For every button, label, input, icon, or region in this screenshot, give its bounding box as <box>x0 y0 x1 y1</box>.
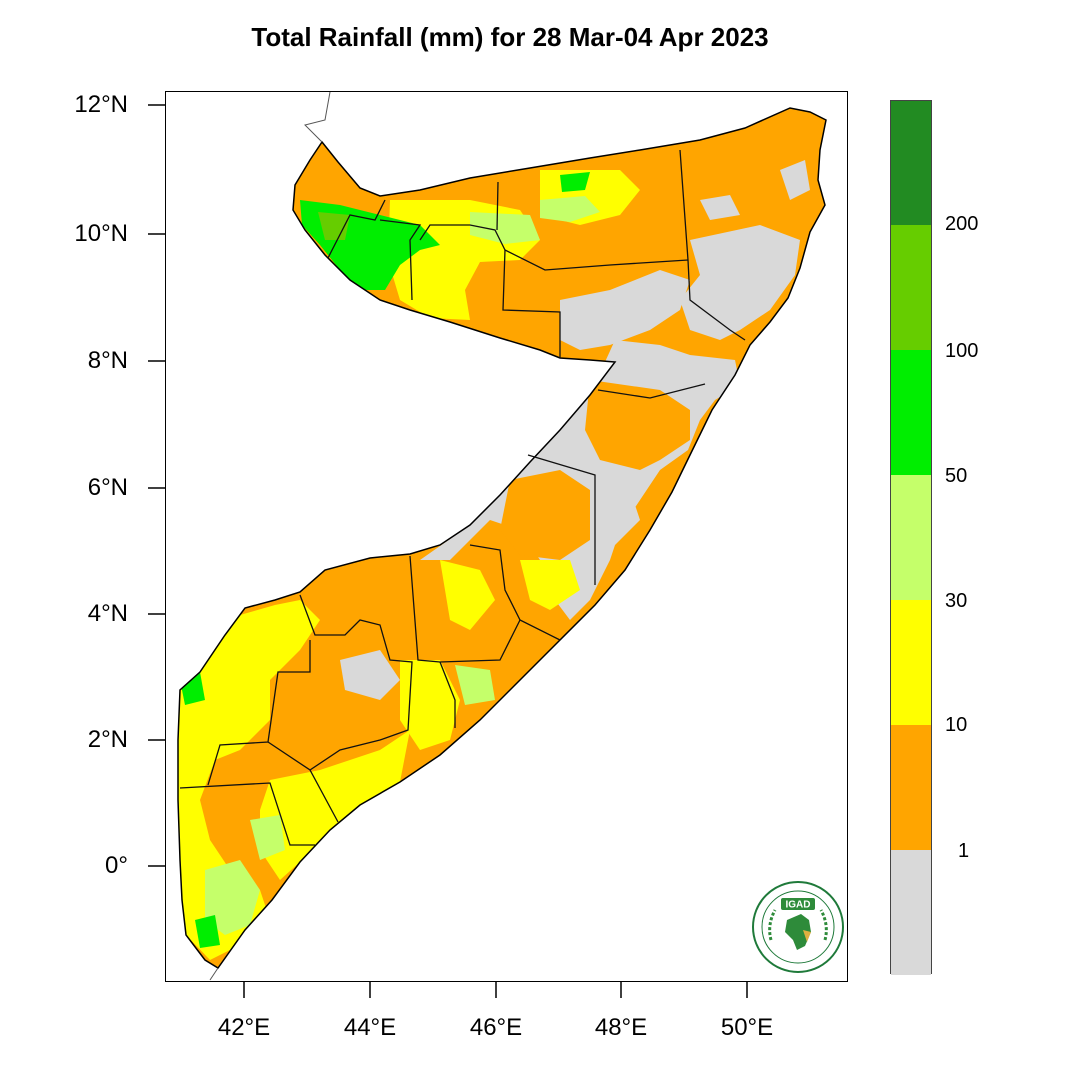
map-title: Total Rainfall (mm) for 28 Mar-04 Apr 20… <box>251 22 769 52</box>
lat-label-8n: 8°N <box>87 347 128 374</box>
legend-label-100: 100 <box>945 340 979 362</box>
color-legend <box>890 100 932 975</box>
igad-logo: IGAD <box>752 881 844 973</box>
legend-band-50-100 <box>891 350 931 475</box>
legend-label-200: 200 <box>945 213 979 235</box>
lon-label-44e: 44°E <box>343 1014 397 1041</box>
lat-label-0: 0° <box>105 852 128 879</box>
lat-label-12n: 12°N <box>74 91 128 118</box>
legend-label-50: 50 <box>945 465 968 487</box>
svg-text:IGAD: IGAD <box>786 900 811 911</box>
lat-label-6n: 6°N <box>87 474 128 501</box>
legend-band-30-50 <box>891 475 931 600</box>
lon-label-48e: 48°E <box>594 1014 648 1041</box>
legend-label-10: 10 <box>945 714 968 736</box>
legend-band-10-30 <box>891 600 931 725</box>
legend-band-1-10 <box>891 725 931 850</box>
lat-label-10n: 10°N <box>74 220 128 247</box>
legend-band-lt1 <box>891 850 931 975</box>
lon-label-46e: 46°E <box>469 1014 523 1041</box>
lat-label-2n: 2°N <box>87 726 128 753</box>
legend-band-gt200 <box>891 101 931 225</box>
map-frame <box>165 91 848 982</box>
legend-label-1: 1 <box>958 840 970 862</box>
legend-band-100-200 <box>891 225 931 350</box>
legend-label-30: 30 <box>945 590 968 612</box>
lat-label-4n: 4°N <box>87 600 128 627</box>
lon-label-50e: 50°E <box>720 1014 774 1041</box>
lon-label-42e: 42°E <box>217 1014 271 1041</box>
